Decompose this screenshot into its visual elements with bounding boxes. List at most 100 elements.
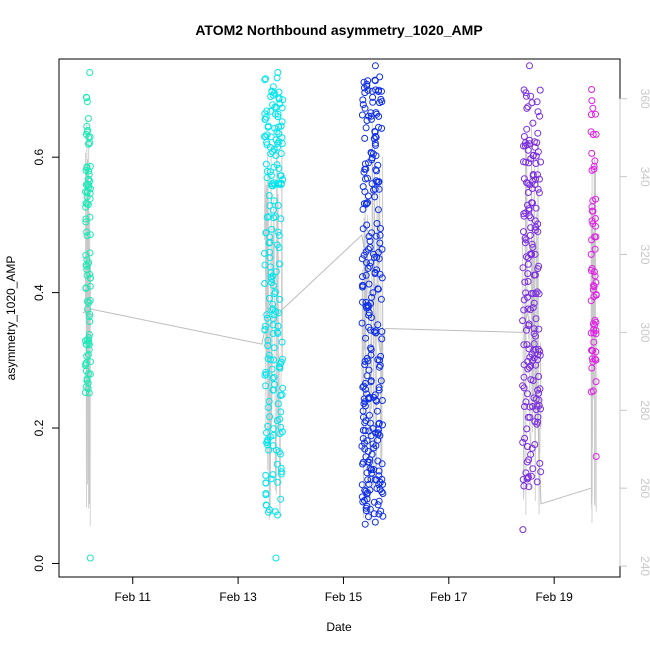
- data-point: [267, 168, 274, 176]
- data-point: [82, 93, 90, 101]
- data-point: [360, 497, 368, 504]
- data-point: [529, 152, 537, 160]
- data-point: [277, 150, 285, 157]
- data-point: [370, 444, 378, 452]
- data-point: [588, 97, 596, 105]
- data-point: [84, 115, 92, 122]
- data-point: [532, 290, 540, 298]
- data-point: [267, 172, 275, 179]
- data-point: [272, 446, 280, 454]
- data-point: [526, 231, 534, 239]
- data-point: [261, 76, 269, 84]
- data-point: [269, 330, 277, 337]
- data-point: [84, 201, 92, 209]
- data-point: [587, 111, 595, 119]
- data-point: [592, 378, 600, 386]
- data-point: [83, 98, 91, 106]
- data-point: [526, 353, 534, 361]
- data-point: [532, 160, 540, 167]
- data-point: [589, 286, 597, 294]
- data-point: [269, 300, 277, 308]
- data-point: [86, 270, 94, 278]
- data-point: [531, 250, 539, 258]
- data-point: [85, 175, 93, 183]
- data-point: [521, 239, 529, 247]
- data-point: [262, 75, 269, 83]
- x-tick-label: Feb 19: [535, 590, 573, 604]
- data-point: [531, 143, 539, 151]
- data-point: [519, 317, 527, 325]
- data-point: [268, 225, 276, 233]
- data-point: [266, 202, 274, 210]
- data-point: [533, 478, 541, 486]
- data-point: [532, 152, 540, 160]
- data-point: [375, 384, 383, 392]
- data-point: [373, 485, 381, 492]
- data-point: [264, 437, 271, 445]
- data-point: [525, 212, 533, 220]
- data-point: [86, 370, 94, 378]
- data-point: [521, 142, 529, 150]
- data-point: [534, 185, 542, 193]
- data-point: [85, 346, 93, 354]
- data-point: [520, 361, 528, 369]
- data-point: [528, 99, 536, 107]
- data-point: [521, 234, 529, 242]
- y-tick-label: 0.2: [32, 419, 46, 436]
- data-point: [375, 386, 383, 394]
- x-axis-label: Date: [326, 620, 352, 634]
- data-point: [534, 418, 542, 426]
- data-point: [272, 554, 280, 562]
- data-point: [525, 205, 533, 213]
- data-point: [274, 113, 282, 121]
- data-point: [279, 384, 287, 392]
- data-point: [535, 389, 543, 397]
- data-point: [589, 387, 597, 395]
- data-point: [527, 362, 535, 369]
- data-point: [84, 379, 92, 387]
- data-point: [361, 379, 369, 387]
- y-tick-label: 0.4: [32, 284, 46, 301]
- data-point: [375, 510, 383, 518]
- data-point: [373, 407, 381, 415]
- data-point: [520, 175, 528, 183]
- data-point: [359, 498, 367, 506]
- data-point: [361, 89, 369, 97]
- data-point: [262, 382, 270, 390]
- data-point: [378, 460, 386, 468]
- series-points: [81, 69, 94, 562]
- data-point: [266, 238, 274, 246]
- data-point: [526, 413, 534, 421]
- data-point: [531, 418, 539, 426]
- data-point: [522, 398, 530, 406]
- data-point: [82, 215, 90, 223]
- data-point: [365, 233, 373, 240]
- data-point: [591, 272, 599, 280]
- data-point: [537, 158, 545, 166]
- data-point: [262, 490, 270, 497]
- data-point: [519, 264, 527, 272]
- data-point: [367, 351, 375, 359]
- data-point: [592, 348, 600, 356]
- series-points: [358, 62, 387, 528]
- data-point: [86, 310, 94, 318]
- data-point: [359, 101, 367, 109]
- data-point: [262, 471, 270, 479]
- data-point: [268, 87, 276, 95]
- data-point: [82, 218, 90, 226]
- data-point: [373, 220, 381, 227]
- data-point: [273, 74, 281, 82]
- data-point: [524, 254, 532, 262]
- data-point: [366, 411, 373, 419]
- series-points: [519, 62, 545, 534]
- data-point: [359, 298, 366, 306]
- data-point: [269, 206, 277, 214]
- data-point: [364, 192, 372, 200]
- data-point: [276, 363, 283, 371]
- data-point: [272, 288, 279, 296]
- data-point: [526, 363, 534, 371]
- data-point: [83, 189, 91, 197]
- data-point: [373, 178, 381, 186]
- data-point: [378, 87, 385, 95]
